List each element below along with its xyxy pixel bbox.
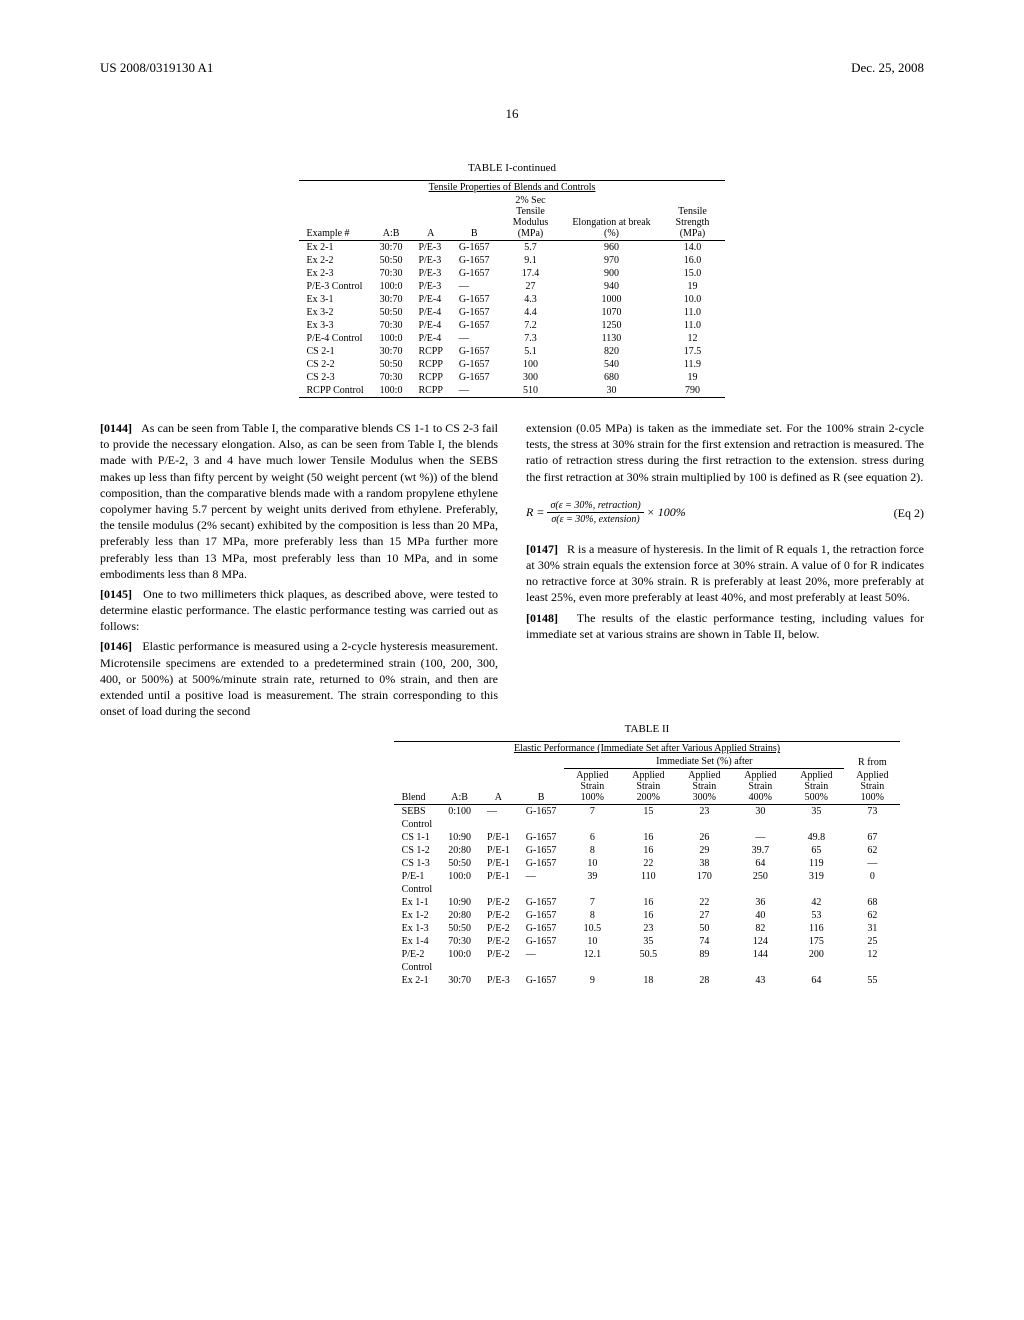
- table-row: CS 2-250:50RCPPG-165710054011.9: [299, 358, 726, 371]
- table-row: Ex 1-110:90P/E-2G-165771622364268: [394, 896, 901, 909]
- doc-date: Dec. 25, 2008: [851, 60, 924, 76]
- table-row: SEBS0:100—G-165771523303573: [394, 805, 901, 819]
- table-2-header: Blend A:B A B Applied Strain 100% Applie…: [394, 769, 901, 805]
- table-1-header: Example # A:B A B 2% Sec Tensile Modulus…: [299, 194, 726, 241]
- table-row: P/E-4 Control100:0P/E-4—7.3113012: [299, 332, 726, 345]
- table-row: Control: [394, 818, 901, 831]
- para-0146-cont: extension (0.05 MPa) is taken as the imm…: [526, 420, 924, 485]
- para-0144: [0144] As can be seen from Table I, the …: [100, 420, 498, 582]
- table-row: Ex 2-130:70P/E-3G-165791828436455: [394, 974, 901, 987]
- table-1-subcaption: Tensile Properties of Blends and Control…: [299, 181, 726, 195]
- table-row: Ex 2-370:30P/E-3G-165717.490015.0: [299, 267, 726, 280]
- page-number: 16: [100, 106, 924, 122]
- table-row: Ex 3-250:50P/E-4G-16574.4107011.0: [299, 306, 726, 319]
- table-1: TABLE I-continued Tensile Properties of …: [299, 162, 726, 400]
- para-0145: [0145] One to two millimeters thick plaq…: [100, 586, 498, 635]
- doc-id: US 2008/0319130 A1: [100, 60, 213, 76]
- table-row: CS 2-370:30RCPPG-165730068019: [299, 371, 726, 384]
- page-header: US 2008/0319130 A1 Dec. 25, 2008: [100, 60, 924, 76]
- table-2-body: SEBS0:100—G-165771523303573ControlCS 1-1…: [394, 805, 901, 988]
- left-column: [0144] As can be seen from Table I, the …: [100, 420, 498, 723]
- table-1-body: Ex 2-130:70P/E-3G-16575.796014.0Ex 2-250…: [299, 241, 726, 398]
- table-1-caption: TABLE I-continued: [299, 162, 726, 174]
- table-row: Control: [394, 883, 901, 896]
- table-row: P/E-2100:0P/E-2—12.150.58914420012: [394, 948, 901, 961]
- table-2-subcaption: Elastic Performance (Immediate Set after…: [394, 742, 901, 756]
- table-2-span-header: Immediate Set (%) after: [564, 755, 844, 769]
- para-0147: [0147] R is a measure of hysteresis. In …: [526, 541, 924, 606]
- main-columns: [0144] As can be seen from Table I, the …: [100, 420, 924, 723]
- table-2: TABLE II Elastic Performance (Immediate …: [394, 723, 901, 987]
- para-0148: [0148] The results of the elastic perfor…: [526, 610, 924, 642]
- para-0146: [0146] Elastic performance is measured u…: [100, 638, 498, 719]
- table-row: CS 2-130:70RCPPG-16575.182017.5: [299, 345, 726, 358]
- table-row: Ex 3-370:30P/E-4G-16577.2125011.0: [299, 319, 726, 332]
- equation-2: R = σ(ε = 30%, retraction)σ(ε = 30%, ext…: [526, 499, 924, 527]
- table-row: CS 1-350:50P/E-1G-165710223864119—: [394, 857, 901, 870]
- table-row: RCPP Control100:0RCPP—51030790: [299, 384, 726, 398]
- table-row: Ex 1-220:80P/E-2G-165781627405362: [394, 909, 901, 922]
- table-row: P/E-3 Control100:0P/E-3—2794019: [299, 280, 726, 293]
- table-row: Ex 1-470:30P/E-2G-165710357412417525: [394, 935, 901, 948]
- equation-label: (Eq 2): [894, 505, 924, 521]
- table-row: P/E-1100:0P/E-1—391101702503190: [394, 870, 901, 883]
- table-2-caption: TABLE II: [394, 723, 901, 735]
- table-row: CS 1-110:90P/E-1G-165761626—49.867: [394, 831, 901, 844]
- table-row: Ex 2-130:70P/E-3G-16575.796014.0: [299, 241, 726, 255]
- table-row: Ex 3-130:70P/E-4G-16574.3100010.0: [299, 293, 726, 306]
- table-row: CS 1-220:80P/E-1G-16578162939.76562: [394, 844, 901, 857]
- right-column: extension (0.05 MPa) is taken as the imm…: [526, 420, 924, 723]
- table-row: Ex 2-250:50P/E-3G-16579.197016.0: [299, 254, 726, 267]
- table-row: Ex 1-350:50P/E-2G-165710.523508211631: [394, 922, 901, 935]
- table-row: Control: [394, 961, 901, 974]
